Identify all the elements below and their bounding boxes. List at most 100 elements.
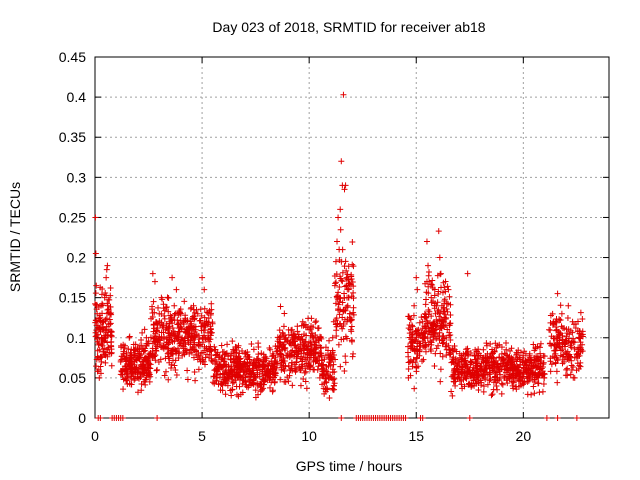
data-point (447, 337, 454, 344)
data-point (180, 343, 187, 350)
data-point (564, 365, 571, 372)
data-point (444, 283, 451, 290)
data-point (230, 379, 237, 386)
data-point (198, 312, 205, 319)
data-point (97, 370, 104, 377)
data-point (278, 366, 285, 373)
data-point (503, 351, 510, 358)
data-point (107, 320, 114, 327)
data-point (498, 360, 505, 367)
data-point (108, 311, 115, 318)
data-point (422, 348, 429, 355)
data-point (253, 363, 260, 370)
data-point (571, 374, 578, 381)
data-point (335, 301, 342, 308)
data-point (274, 347, 281, 354)
data-point (474, 376, 481, 383)
data-point (301, 338, 308, 345)
y-axis-label: SRMTID / TECUs (7, 182, 23, 292)
data-point (531, 390, 538, 397)
y-tick-label: 0.2 (67, 250, 87, 266)
data-point (313, 318, 320, 325)
data-point (331, 368, 338, 375)
data-point (175, 325, 182, 332)
data-point (277, 303, 284, 310)
data-point (337, 226, 344, 233)
data-point (330, 386, 337, 393)
data-point (480, 346, 487, 353)
data-point (108, 342, 115, 349)
data-point (201, 361, 208, 368)
data-point (167, 315, 174, 322)
data-point (324, 370, 331, 377)
data-point (540, 381, 547, 388)
data-point (413, 274, 420, 281)
data-point (451, 365, 458, 372)
data-point (535, 380, 542, 387)
data-point (564, 330, 571, 337)
data-point (92, 302, 99, 309)
data-point (337, 295, 344, 302)
data-point (184, 367, 191, 374)
data-point (270, 367, 277, 374)
data-point (524, 391, 531, 398)
data-point (424, 335, 431, 342)
data-point (130, 341, 137, 348)
data-point (430, 326, 437, 333)
data-point (339, 299, 346, 306)
data-point (336, 320, 343, 327)
data-point (269, 388, 276, 395)
data-point (204, 310, 211, 317)
data-point (191, 368, 198, 375)
data-point (218, 354, 225, 361)
data-point (157, 322, 164, 329)
data-point (200, 339, 207, 346)
data-point (405, 374, 412, 381)
data-point (208, 306, 215, 313)
data-point (505, 366, 512, 373)
data-point (326, 337, 333, 344)
data-point (291, 342, 298, 349)
data-point (97, 326, 104, 333)
data-point (329, 366, 336, 373)
data-point (252, 374, 259, 381)
data-point (282, 363, 289, 370)
data-point (245, 373, 252, 380)
data-point (140, 348, 147, 355)
data-point (449, 392, 456, 399)
data-point (253, 355, 260, 362)
data-point (423, 238, 430, 245)
data-point (404, 349, 411, 356)
data-point (569, 318, 576, 325)
data-point (300, 322, 307, 329)
x-tick-label: 5 (198, 428, 206, 444)
data-point (160, 301, 167, 308)
data-point (508, 345, 515, 352)
data-point (519, 358, 526, 365)
x-tick-label: 20 (516, 428, 532, 444)
data-point (202, 326, 209, 333)
data-point (236, 373, 243, 380)
data-point (528, 362, 535, 369)
data-point (201, 314, 208, 321)
data-point (348, 323, 355, 330)
data-point (441, 318, 448, 325)
data-point (321, 356, 328, 363)
data-point (332, 300, 339, 307)
data-point (166, 318, 173, 325)
data-point (481, 374, 488, 381)
data-point (199, 335, 206, 342)
data-point (171, 302, 178, 309)
data-point (414, 345, 421, 352)
data-point (406, 315, 413, 322)
data-point (432, 310, 439, 317)
data-point (490, 386, 497, 393)
data-point (169, 324, 176, 331)
data-point (331, 282, 338, 289)
data-point (340, 323, 347, 330)
data-point (151, 353, 158, 360)
data-point (266, 345, 273, 352)
data-point (411, 385, 418, 392)
data-point (176, 349, 183, 356)
